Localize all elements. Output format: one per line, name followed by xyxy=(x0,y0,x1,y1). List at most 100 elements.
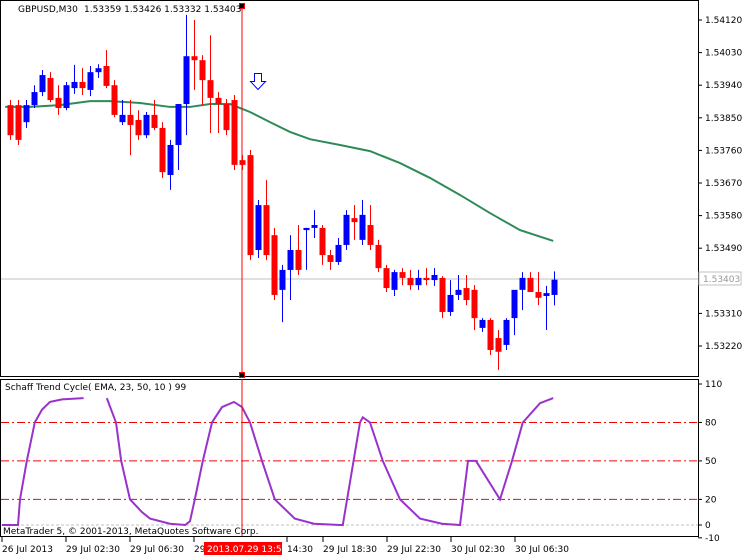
candle xyxy=(367,205,374,251)
indicator-panel[interactable] xyxy=(0,379,699,537)
candle xyxy=(439,276,446,319)
candle-body xyxy=(431,275,438,281)
candle-body xyxy=(207,80,214,98)
stc-tick-label: 80 xyxy=(705,418,717,428)
candle-body xyxy=(87,72,94,90)
price-tick-label: 1.54030 xyxy=(705,49,742,59)
candle-body xyxy=(247,155,254,256)
candle-body xyxy=(551,279,558,295)
candle-body xyxy=(311,225,318,228)
candle-body xyxy=(423,277,430,281)
candle-body xyxy=(287,250,294,270)
candle-body xyxy=(215,97,222,105)
price-tick-label: 1.53490 xyxy=(705,244,742,254)
candle-body xyxy=(391,272,398,290)
candle-body xyxy=(143,114,150,136)
candle xyxy=(119,100,126,126)
candle xyxy=(175,104,182,170)
candle xyxy=(503,318,510,350)
price-tick-label: 1.54120 xyxy=(705,16,742,26)
candle-body xyxy=(295,250,302,270)
candle-body xyxy=(175,104,182,145)
candle-body xyxy=(15,105,22,140)
price-tick-label: 1.53760 xyxy=(705,146,742,156)
candle-body xyxy=(303,227,310,231)
candle-body xyxy=(359,214,366,240)
stc-line xyxy=(2,397,84,526)
candle xyxy=(63,81,70,111)
candle xyxy=(247,150,254,261)
candle-body xyxy=(535,292,542,298)
candle-body xyxy=(279,269,286,290)
candle-body xyxy=(111,85,118,115)
candle xyxy=(167,139,174,190)
candle-body xyxy=(519,277,526,290)
candle-body xyxy=(511,289,518,319)
price-tick-label: 1.53940 xyxy=(705,81,742,91)
candle xyxy=(47,72,54,103)
candle-body xyxy=(335,244,342,262)
candle-body xyxy=(439,277,446,312)
time-tick-label: 29 Jul 02:30 xyxy=(66,545,120,555)
candle xyxy=(311,210,318,239)
candle xyxy=(383,264,390,293)
price-tick-label: 1.53670 xyxy=(705,179,742,189)
candle-body xyxy=(103,66,110,86)
candle-body xyxy=(503,319,510,345)
candle xyxy=(271,227,278,300)
ohlc-values: 1.53359 1.53426 1.53332 1.53403 xyxy=(84,5,241,15)
price-tick-label: 1.53310 xyxy=(705,309,742,319)
symbol-timeframe: GBPUSD,M30 xyxy=(18,5,78,15)
candle-body xyxy=(191,56,198,61)
candle xyxy=(295,225,302,276)
candle-body xyxy=(455,289,462,295)
candle xyxy=(543,285,550,331)
crosshair-handle-bottom[interactable] xyxy=(239,372,245,378)
candle xyxy=(359,200,366,245)
candle-body xyxy=(471,289,478,319)
candle xyxy=(87,66,94,97)
candle xyxy=(551,271,558,306)
candle xyxy=(431,268,438,286)
candle xyxy=(71,64,78,94)
candle-body xyxy=(119,114,126,123)
price-panel[interactable] xyxy=(0,0,699,377)
candle xyxy=(55,85,62,115)
candle-body xyxy=(55,97,62,109)
candle xyxy=(79,68,86,95)
candle-body xyxy=(199,60,206,81)
time-tick-label: 26 Jul 2013 xyxy=(2,545,53,555)
candle xyxy=(279,264,286,323)
current-price-box xyxy=(698,271,742,286)
candle-body xyxy=(343,214,350,245)
candle-body xyxy=(255,205,262,251)
price-tick-label: 1.53220 xyxy=(705,342,742,352)
candle-body xyxy=(39,75,46,93)
candle xyxy=(95,64,102,78)
candle-body xyxy=(127,114,134,126)
candle xyxy=(335,238,342,265)
crosshair-handle-top[interactable] xyxy=(239,3,245,9)
candle-body xyxy=(479,319,486,328)
time-tick-label: 30 Jul 06:30 xyxy=(515,545,569,555)
candle-body xyxy=(71,81,78,89)
candle xyxy=(399,268,406,286)
candle-body xyxy=(375,244,382,269)
stc-tick-label: 0 xyxy=(705,521,711,531)
candle-body xyxy=(351,218,358,223)
candle xyxy=(479,318,486,332)
candle xyxy=(135,110,142,140)
candle xyxy=(263,180,270,261)
candle xyxy=(407,269,414,290)
candle xyxy=(7,100,14,140)
candle-body xyxy=(487,319,494,350)
candle-body xyxy=(23,105,30,123)
stc-tick-label: 110 xyxy=(705,380,722,390)
candle-body xyxy=(63,85,70,109)
candle xyxy=(495,330,502,370)
candle-body xyxy=(135,119,142,136)
candle xyxy=(15,100,22,145)
candle-body xyxy=(415,277,422,286)
candle-body xyxy=(151,114,158,128)
